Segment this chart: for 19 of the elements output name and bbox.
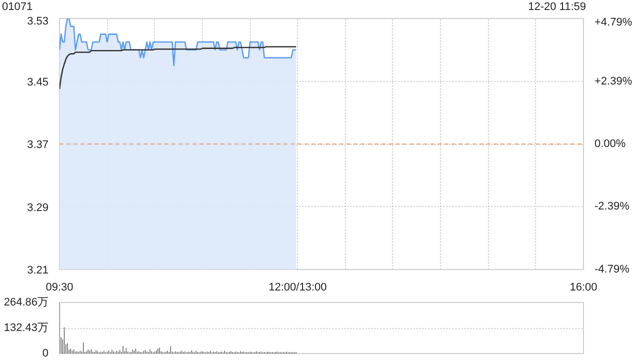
y-tick-label: 3.37 bbox=[27, 139, 49, 151]
y2-tick-label: 0.00% bbox=[594, 138, 626, 150]
y2-tick-label: +2.39% bbox=[594, 75, 632, 88]
x-tick-label: 16:00 bbox=[570, 282, 598, 294]
text: 12-20 11:59 bbox=[528, 0, 586, 15]
y-tick-label: 132.43万 bbox=[4, 322, 49, 334]
y-tick-label: 0 bbox=[42, 348, 49, 360]
chart-title: 01071 bbox=[2, 0, 33, 15]
y2-tick-label: -4.79% bbox=[594, 264, 630, 276]
y2-tick-label: -2.39% bbox=[594, 200, 630, 213]
y-tick-label: 3.53 bbox=[27, 16, 49, 28]
y-tick-label: 3.21 bbox=[27, 264, 49, 276]
y-tick-label: 3.45 bbox=[27, 76, 49, 88]
y-tick-label: 264.86万 bbox=[4, 296, 49, 308]
x-tick-label: 09:30 bbox=[46, 282, 74, 294]
y-tick-label: 3.29 bbox=[27, 202, 49, 214]
y2-tick-label: +4.79% bbox=[594, 16, 632, 28]
line-series bbox=[60, 46, 297, 90]
x-tick-label: 12:00/13:00 bbox=[268, 282, 327, 294]
